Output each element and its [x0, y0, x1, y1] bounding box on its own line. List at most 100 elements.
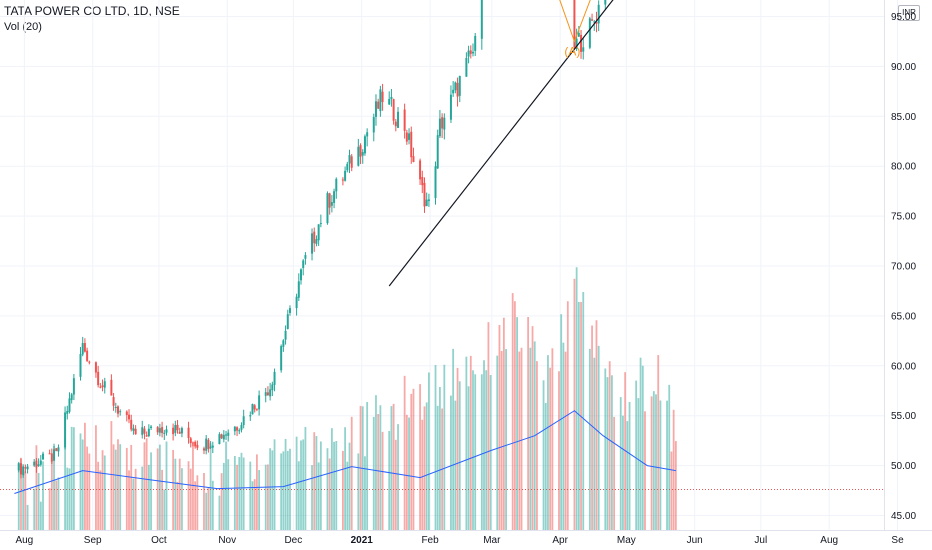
currency-button[interactable]: INR [898, 5, 920, 21]
volume-bar [53, 443, 55, 530]
time-tick-label: Oct [151, 535, 167, 546]
candle-body [187, 427, 190, 439]
candle-body [297, 281, 300, 298]
volume-bar [408, 417, 410, 530]
candle-body [346, 163, 349, 171]
volume-bar [319, 441, 322, 530]
candle-body [128, 414, 131, 420]
candle-body [255, 408, 258, 410]
price-tick-label: 55.00 [891, 411, 916, 422]
volume-bar [450, 395, 452, 530]
candle-body [207, 439, 210, 449]
volume-bar [256, 454, 258, 530]
volume-bar [392, 403, 395, 530]
candle-body [288, 308, 291, 313]
candle-body [176, 424, 179, 431]
volume-bar [613, 416, 616, 530]
volume-bar [516, 317, 518, 530]
volume-bar [472, 370, 474, 530]
volume-bar [97, 461, 100, 530]
volume-bar [176, 481, 179, 530]
volume-bar [110, 421, 113, 530]
candle-body [319, 223, 322, 225]
time-tick-label: Sep [84, 535, 102, 546]
volume-bar [549, 367, 552, 530]
candle-body [39, 460, 42, 465]
candle-body [110, 379, 113, 396]
volume-ma-line [14, 410, 676, 494]
candle-body [313, 231, 316, 244]
volume-bar [81, 439, 84, 530]
price-tick-label: 45.00 [891, 511, 916, 522]
volume-bar [502, 317, 505, 530]
candle-body [575, 38, 578, 49]
volume-bar [163, 489, 166, 530]
candle-body [218, 434, 221, 445]
candle-body [408, 133, 411, 140]
volume-bar [547, 355, 549, 530]
candle-body [357, 146, 360, 166]
candle-body [381, 91, 384, 102]
candle-body [158, 428, 161, 433]
candle-body [315, 239, 318, 244]
volume-bar [271, 450, 274, 530]
candle-body [55, 448, 58, 452]
volume-bar [452, 348, 455, 530]
volume-bar [240, 452, 243, 530]
volume-bar [117, 439, 119, 530]
candle-body [280, 346, 283, 371]
candle-body [434, 166, 437, 199]
volume-bar [297, 461, 300, 530]
candle-body [604, 0, 607, 5]
volume-bar [611, 375, 613, 530]
volume-bar [489, 375, 492, 530]
volume-bar [194, 481, 197, 530]
candle-body [147, 428, 150, 437]
volume-bar [88, 453, 91, 530]
volume-bar [397, 424, 399, 530]
candle-body [238, 430, 241, 432]
candle-body [220, 434, 223, 439]
candle-body [436, 135, 439, 169]
candle-body [99, 386, 102, 388]
volume-bar [577, 301, 580, 530]
candle-body [119, 411, 122, 413]
candle-body [172, 427, 175, 435]
candle-body [366, 132, 369, 137]
candle-body [317, 224, 320, 241]
time-tick-label: Se [891, 535, 904, 546]
candle-body [458, 75, 461, 96]
candle-body [57, 447, 60, 452]
volume-bar [346, 461, 349, 530]
volume-bar [181, 468, 183, 530]
time-tick-label: Aug [15, 535, 33, 546]
candle-body [37, 464, 40, 466]
volume-indicator-label[interactable]: Vol (20) [4, 21, 42, 33]
volume-bar [443, 364, 446, 530]
volume-bar [529, 347, 532, 530]
candle-body [333, 191, 336, 203]
candle-body [130, 419, 133, 430]
candle-body [421, 177, 424, 186]
candle-body [597, 4, 600, 24]
volume-bar [439, 387, 441, 530]
candle-body [374, 101, 377, 117]
candle-body [66, 410, 69, 414]
candle-body [249, 415, 252, 417]
price-tick-label: 95.00 [891, 12, 916, 23]
candle-body [588, 18, 591, 48]
volume-bar [304, 426, 307, 530]
volume-bar [597, 345, 600, 530]
candle-body [114, 407, 117, 409]
volume-bar [233, 456, 236, 530]
candle-body [311, 233, 314, 254]
volume-bar [410, 393, 413, 530]
volume-bar [421, 419, 424, 530]
candle-body [145, 435, 148, 437]
volume-bar [295, 436, 298, 530]
volume-bar [498, 324, 501, 530]
candle-body [134, 428, 137, 435]
volume-bar [236, 464, 238, 530]
volume-bar [22, 463, 25, 530]
